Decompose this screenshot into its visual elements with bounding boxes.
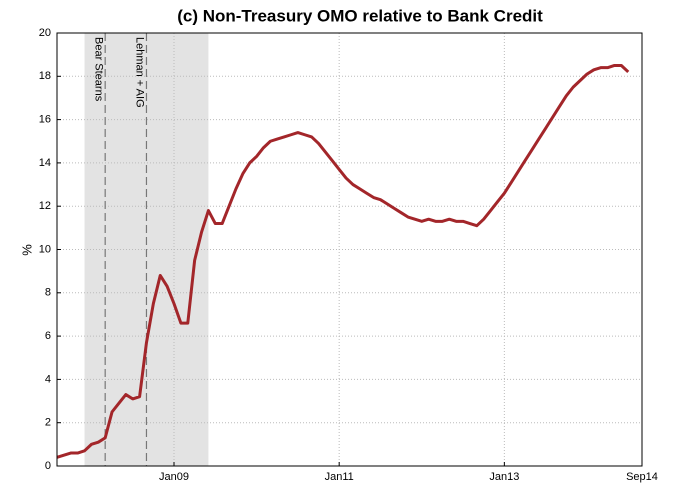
- event-label: Bear Stearns: [92, 37, 104, 102]
- event-label: Lehman + AIG: [134, 37, 146, 108]
- data-line: [56, 63, 630, 459]
- y-tick-label: 12: [39, 200, 51, 212]
- x-tick-label: Jan11: [325, 471, 354, 483]
- y-tick-label: 0: [45, 460, 51, 472]
- y-tick-label: 4: [45, 373, 51, 385]
- y-tick-label: 2: [45, 417, 51, 429]
- y-tick-label: 14: [39, 157, 51, 169]
- x-tick-label: Jan13: [489, 471, 519, 483]
- y-tick-label: 6: [45, 330, 51, 342]
- y-axis-label: %: [19, 244, 34, 256]
- x-tick-label: Jan09: [159, 471, 189, 483]
- plot-frame: [56, 32, 643, 467]
- x-tick-label: Sep14: [626, 471, 658, 483]
- y-tick-label: 8: [45, 287, 51, 299]
- chart-title: (c) Non-Treasury OMO relative to Bank Cr…: [177, 6, 543, 25]
- y-tick-label: 10: [39, 243, 51, 255]
- y-tick-label: 16: [39, 114, 51, 126]
- y-tick-label: 20: [39, 27, 51, 39]
- y-tick-label: 18: [39, 70, 51, 82]
